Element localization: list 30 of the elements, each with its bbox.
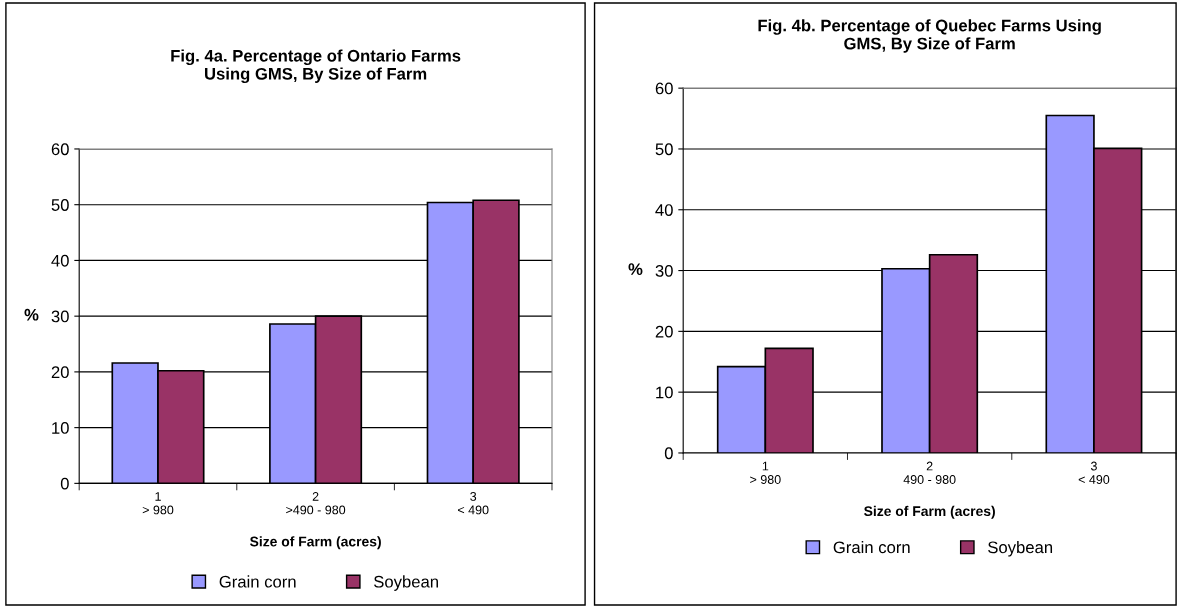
y-tick-label: 30 xyxy=(655,264,673,277)
y-tick-label: 0 xyxy=(60,477,69,490)
x-axis-title: Size of Farm (acres) xyxy=(250,536,381,550)
x-axis-title: Size of Farm (acres) xyxy=(864,505,995,519)
chart-title: Fig. 4a. Percentage of Ontario Farms Using GMS, By Size of Farm xyxy=(171,49,461,84)
x-tick-label: 2 >490 - 980 xyxy=(286,492,346,515)
y-tick-label: 60 xyxy=(655,82,673,95)
chart-title: Fig. 4b. Percentage of Quebec Farms Using GMS, By Size of Farm xyxy=(758,19,1101,53)
y-tick-label: 40 xyxy=(51,254,69,267)
y-tick-label: 30 xyxy=(51,310,69,323)
legend-label: Soybean xyxy=(988,541,1053,557)
legend-label: Soybean xyxy=(374,575,438,591)
y-tick-label: 20 xyxy=(655,325,673,338)
y-tick-label: 50 xyxy=(51,199,69,211)
x-tick-label: 3 < 490 xyxy=(458,492,489,515)
x-tick-label: 2 490 - 980 xyxy=(903,461,956,484)
x-tick-label: 1 > 980 xyxy=(142,492,174,515)
y-tick-label: 60 xyxy=(51,143,69,156)
y-tick-label: 0 xyxy=(664,447,673,460)
x-tick-label: 3 < 490 xyxy=(1078,461,1110,484)
legend-label: Grain corn xyxy=(833,541,910,554)
y-tick-label: 10 xyxy=(52,422,69,434)
legend-label: Grain corn xyxy=(219,575,296,588)
y-tick-label: 50 xyxy=(655,143,673,156)
y-axis-title: % xyxy=(628,263,643,275)
y-tick-label: 20 xyxy=(51,366,69,379)
y-axis-title: % xyxy=(24,308,39,321)
y-tick-label: 40 xyxy=(655,204,673,216)
x-tick-label: 1 > 980 xyxy=(750,461,781,484)
y-tick-label: 10 xyxy=(656,386,673,399)
